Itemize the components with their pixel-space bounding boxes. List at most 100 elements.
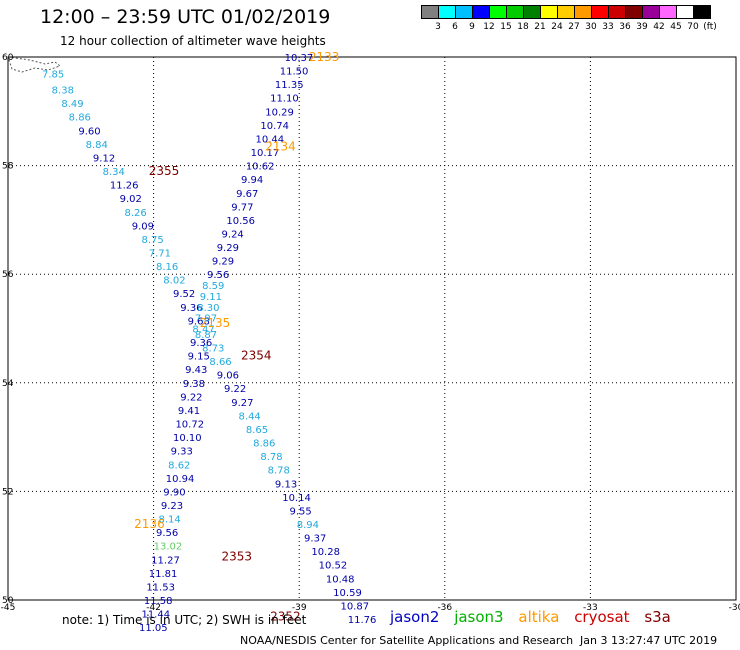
wave-height-value: 11.50 — [280, 67, 309, 78]
scale-swatch — [693, 5, 711, 19]
wave-height-value: 10.44 — [256, 134, 285, 145]
wave-height-value: 8.02 — [163, 276, 185, 287]
wave-height-value: 8.66 — [209, 357, 231, 368]
scale-label: 42 — [653, 22, 665, 32]
coastline — [7, 56, 62, 73]
color-scale-bar — [421, 5, 711, 19]
scale-label: 39 — [636, 22, 648, 32]
wave-height-value: 9.15 — [188, 352, 210, 363]
wave-height-value: 8.30 — [197, 303, 219, 314]
pass-time-label: 2354 — [241, 349, 272, 363]
scale-label: 9 — [469, 22, 475, 32]
wave-height-value: 8.62 — [168, 460, 190, 471]
pass-time-label: 2136 — [134, 517, 165, 531]
scale-label: 27 — [568, 22, 580, 32]
wave-height-value: 9.29 — [212, 257, 234, 268]
wave-height-value: 9.29 — [217, 243, 239, 254]
wave-height-value: 11.26 — [110, 181, 139, 192]
wave-height-value: 8.78 — [260, 452, 282, 463]
wave-height-value: 9.38 — [183, 379, 205, 390]
wave-height-value: 9.33 — [171, 447, 193, 458]
wave-height-value: 9.06 — [217, 371, 239, 382]
wave-height-value: 10.29 — [265, 107, 294, 118]
scale-label: (ft) — [703, 22, 717, 32]
wave-height-value: 9.12 — [93, 153, 115, 164]
lon-tick-label: -42 — [146, 603, 161, 613]
lon-tick-label: -30 — [729, 603, 740, 613]
wave-height-value: 10.74 — [260, 121, 289, 132]
map-subtitle: 12 hour collection of altimeter wave hei… — [60, 34, 326, 48]
wave-height-value: 9.36 — [180, 303, 202, 314]
satellite-legend: jason2 jason3 altika cryosat s3a — [390, 608, 681, 626]
wave-height-value: 8.75 — [141, 235, 163, 246]
wave-height-value: 7.97 — [195, 314, 217, 325]
wave-height-value: 9.55 — [289, 506, 311, 517]
legend-s3a: s3a — [644, 608, 671, 626]
legend-jason2: jason2 — [390, 608, 440, 626]
pass-time-label: 2135 — [200, 316, 231, 330]
scale-label: 21 — [534, 22, 546, 32]
wave-height-value: 9.60 — [78, 126, 100, 137]
wave-height-value: 11.35 — [275, 80, 304, 91]
wave-height-value: 10.48 — [326, 574, 355, 585]
note-text: note: 1) Time is in UTC; 2) SWH is in fe… — [62, 613, 307, 627]
wave-height-value: 8.78 — [268, 466, 290, 477]
scale-label: 3 — [435, 22, 441, 32]
wave-height-value: 9.52 — [173, 289, 195, 300]
legend-altika: altika — [518, 608, 560, 626]
scale-label: 33 — [602, 22, 614, 32]
wave-height-value: 9.94 — [241, 175, 263, 186]
wave-height-value: 10.59 — [333, 588, 362, 599]
lat-tick-label: 50 — [2, 596, 14, 606]
wave-height-value: 8.73 — [202, 344, 224, 355]
wave-height-value: 10.87 — [340, 601, 369, 612]
wave-height-value: 8.38 — [52, 86, 74, 97]
wave-height-value: 9.27 — [231, 398, 253, 409]
wave-height-value: 9.77 — [231, 202, 253, 213]
wave-height-value: 7.85 — [42, 69, 64, 80]
lat-tick-label: 52 — [2, 487, 13, 497]
wave-height-value: 7.71 — [149, 248, 171, 259]
wave-height-value: 9.56 — [156, 528, 178, 539]
wave-height-value: 8.86 — [253, 439, 275, 450]
wave-height-value: 9.68 — [188, 316, 210, 327]
wave-height-value: 10.17 — [251, 148, 280, 159]
scale-label: 70 — [687, 22, 699, 32]
wave-height-value: 9.22 — [224, 384, 246, 395]
wave-height-value: 9.02 — [120, 194, 142, 205]
wave-height-value: 8.65 — [246, 425, 268, 436]
wave-height-value: 10.52 — [319, 561, 348, 572]
wave-height-value: 8.94 — [297, 520, 319, 531]
scale-label: 12 — [483, 22, 495, 32]
wave-height-value: 8.16 — [156, 262, 178, 273]
scale-label: 18 — [517, 22, 529, 32]
wave-height-value: 11.76 — [348, 615, 377, 626]
pass-time-label: 2355 — [149, 164, 180, 178]
wave-height-value: 9.36 — [190, 338, 212, 349]
wave-height-value: 10.94 — [166, 474, 195, 485]
wave-height-value: 9.22 — [180, 392, 202, 403]
wave-height-value: 10.37 — [285, 53, 314, 64]
wave-height-value: 9.56 — [207, 270, 229, 281]
wave-height-value: 9.13 — [275, 479, 297, 490]
lat-tick-label: 60 — [2, 53, 14, 63]
lat-tick-label: 58 — [2, 162, 14, 172]
pass-time-label: 2134 — [265, 140, 296, 154]
pass-time-label: 2133 — [309, 50, 340, 64]
wave-height-value: 10.72 — [175, 420, 204, 431]
wave-height-value: 9.41 — [178, 406, 200, 417]
wave-height-value: 8.86 — [69, 113, 91, 124]
lon-tick-label: -33 — [583, 603, 598, 613]
scale-label: 36 — [619, 22, 631, 32]
wave-height-value: 11.58 — [144, 596, 173, 607]
wave-height-value: 11.10 — [270, 94, 299, 105]
wave-height-value: 10.62 — [246, 162, 275, 173]
wave-height-value: 13.02 — [154, 542, 183, 553]
legend-jason3: jason3 — [454, 608, 504, 626]
wave-height-value: 8.34 — [103, 167, 125, 178]
lat-tick-label: 56 — [2, 270, 14, 280]
lon-tick-label: -36 — [437, 603, 452, 613]
scale-label: 45 — [670, 22, 682, 32]
lat-tick-label: 54 — [2, 379, 14, 389]
credit-text: NOAA/NESDIS Center for Satellite Applica… — [240, 634, 574, 647]
